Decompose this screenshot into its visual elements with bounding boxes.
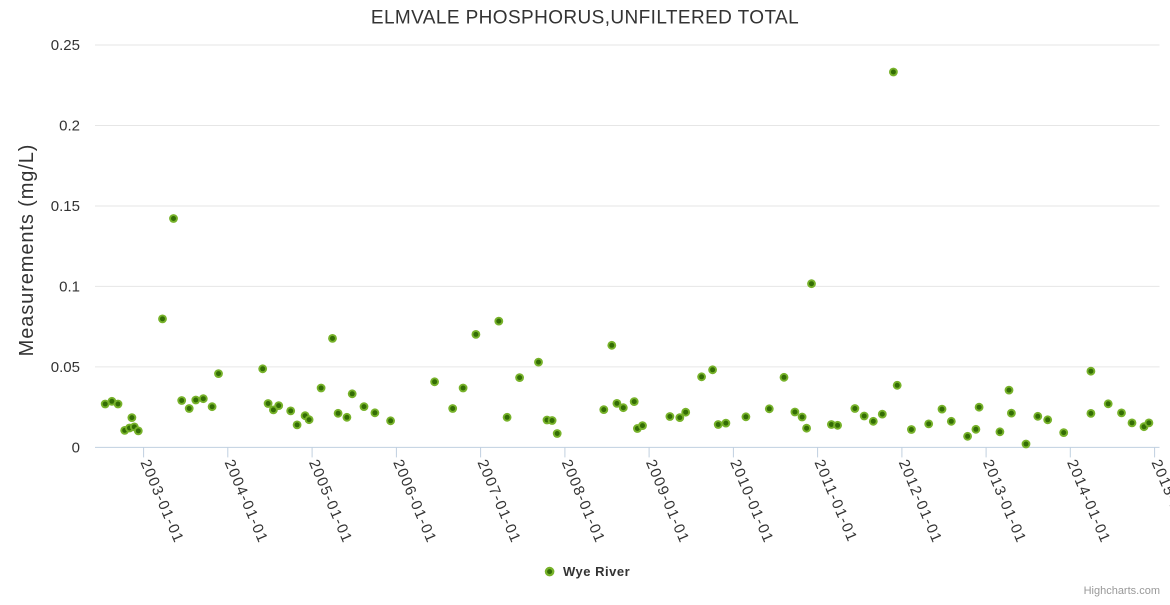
svg-text:0: 0 [72, 439, 80, 456]
svg-text:Measurements (mg/L): Measurements (mg/L) [16, 144, 38, 357]
svg-text:0.05: 0.05 [51, 359, 80, 376]
svg-text:Wye River: Wye River [563, 564, 630, 579]
svg-text:0.15: 0.15 [51, 198, 80, 215]
svg-text:0.25: 0.25 [51, 37, 80, 54]
svg-text:0.2: 0.2 [59, 118, 80, 135]
svg-text:0.1: 0.1 [59, 278, 80, 295]
svg-text:Highcharts.com: Highcharts.com [1084, 585, 1160, 597]
svg-text:ELMVALE PHOSPHORUS,UNFILTERED: ELMVALE PHOSPHORUS,UNFILTERED TOTAL [371, 8, 799, 29]
